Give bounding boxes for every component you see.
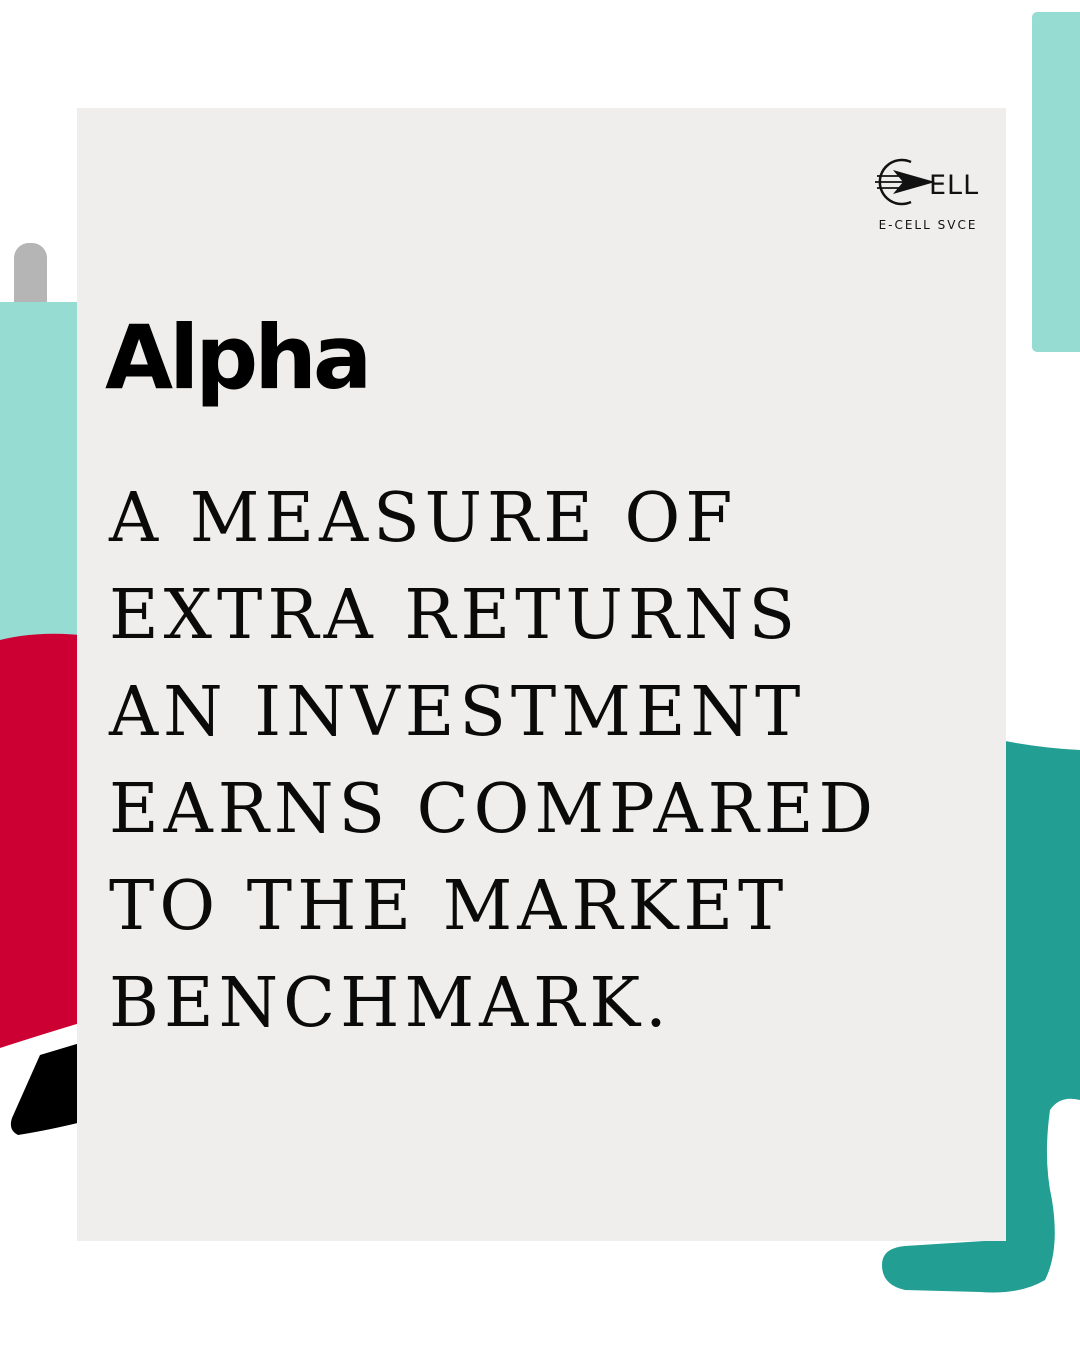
definition-line: EARNS COMPARED (109, 770, 879, 849)
page-title: Alpha (105, 306, 372, 409)
definition-line: A MEASURE OF (109, 479, 738, 558)
mint-right-bar (1032, 12, 1080, 352)
crimson-shape (0, 633, 90, 1048)
ecell-logo-mark: ELL (875, 158, 979, 206)
definition-text: A MEASURE OF EXTRA RETURNS AN INVESTMENT… (109, 470, 989, 1052)
ecell-logo: ELL E-CELL SVCE (863, 152, 993, 242)
definition-line: EXTRA RETURNS (109, 576, 801, 655)
definition-line: AN INVESTMENT (109, 673, 806, 752)
logo-caption: E-CELL SVCE (878, 218, 978, 232)
paper-plane-icon (893, 170, 935, 194)
logo-mark-text: ELL (929, 170, 979, 201)
black-foot-shape (10, 1040, 91, 1135)
content-card: ELL E-CELL SVCE Alpha A MEASURE OF EXTRA… (77, 108, 1006, 1241)
teal-shape (882, 740, 1080, 1293)
definition-line: TO THE MARKET (109, 867, 789, 946)
definition-line: BENCHMARK. (109, 964, 672, 1043)
mint-left-shape (0, 302, 90, 682)
